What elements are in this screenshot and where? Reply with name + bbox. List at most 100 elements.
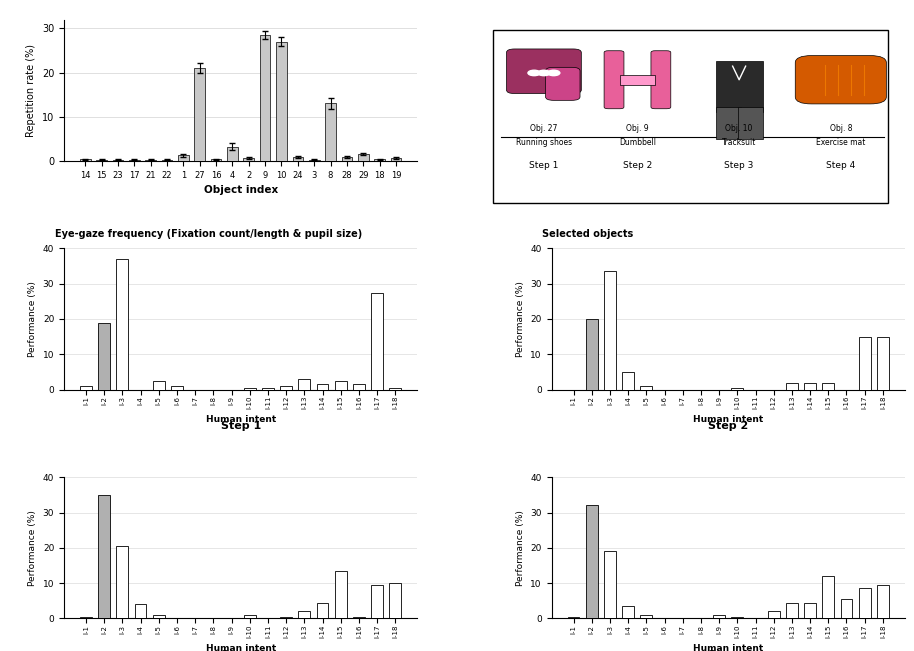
Bar <box>243 158 254 161</box>
Text: Obj. 8: Obj. 8 <box>830 124 852 133</box>
Text: Obj. 9: Obj. 9 <box>626 124 649 133</box>
Bar <box>568 616 579 618</box>
Bar <box>390 158 401 161</box>
FancyBboxPatch shape <box>506 49 581 94</box>
Bar <box>713 615 725 618</box>
Text: Step 3: Step 3 <box>220 650 260 651</box>
Y-axis label: Performance (%): Performance (%) <box>515 510 525 586</box>
Bar <box>335 571 346 618</box>
Bar <box>620 75 655 85</box>
Bar <box>804 603 816 618</box>
Bar <box>80 616 92 618</box>
Bar <box>195 68 205 161</box>
Bar <box>116 546 128 618</box>
Text: Step 4: Step 4 <box>826 161 856 170</box>
Bar <box>641 615 653 618</box>
X-axis label: Human intent: Human intent <box>693 415 763 424</box>
Bar <box>129 160 140 161</box>
Bar <box>162 160 173 161</box>
Bar <box>358 154 368 161</box>
Bar <box>298 611 310 618</box>
Text: Obj. 27: Obj. 27 <box>530 124 558 133</box>
Bar <box>262 388 274 389</box>
X-axis label: Human intent: Human intent <box>206 644 276 651</box>
Bar <box>211 159 221 161</box>
Bar <box>342 158 352 161</box>
Bar <box>116 259 128 389</box>
Bar <box>804 383 816 389</box>
Bar <box>260 35 271 161</box>
Text: Step 3: Step 3 <box>725 161 754 170</box>
FancyBboxPatch shape <box>716 107 740 139</box>
X-axis label: Object index: Object index <box>204 185 278 195</box>
Bar <box>112 160 123 161</box>
Bar <box>96 160 107 161</box>
Bar <box>244 388 256 389</box>
Bar <box>622 372 634 389</box>
Bar <box>586 505 598 618</box>
Bar <box>877 585 888 618</box>
Text: Tracksuit: Tracksuit <box>722 138 756 147</box>
Bar <box>731 616 743 618</box>
Bar <box>768 611 780 618</box>
Text: Dumbbell: Dumbbell <box>619 138 656 147</box>
FancyBboxPatch shape <box>546 67 580 100</box>
Bar <box>292 158 303 161</box>
Bar <box>371 292 383 389</box>
Bar <box>228 146 238 161</box>
Bar <box>641 386 653 389</box>
Text: Step 1: Step 1 <box>529 161 558 170</box>
Circle shape <box>528 70 540 76</box>
FancyBboxPatch shape <box>738 107 762 139</box>
Bar <box>604 271 616 389</box>
Y-axis label: Performance (%): Performance (%) <box>28 281 37 357</box>
Text: Exercise mat: Exercise mat <box>816 138 866 147</box>
Bar <box>841 599 853 618</box>
Circle shape <box>537 70 550 76</box>
Bar <box>786 383 798 389</box>
Text: Eye-gaze frequency (Fixation count/length & pupil size): Eye-gaze frequency (Fixation count/lengt… <box>55 229 362 239</box>
Bar <box>276 42 287 161</box>
X-axis label: Human intent: Human intent <box>693 644 763 651</box>
Bar <box>823 576 834 618</box>
Bar <box>171 386 183 389</box>
Bar <box>389 583 401 618</box>
Bar <box>98 495 110 618</box>
Bar <box>823 383 834 389</box>
Circle shape <box>547 70 560 76</box>
Bar <box>178 156 188 161</box>
Text: Selected objects: Selected objects <box>542 229 633 239</box>
Bar <box>731 388 743 389</box>
FancyBboxPatch shape <box>716 61 762 112</box>
Bar <box>153 615 165 618</box>
Bar <box>80 386 92 389</box>
FancyBboxPatch shape <box>604 51 624 109</box>
Text: Step 4: Step 4 <box>708 650 749 651</box>
FancyBboxPatch shape <box>795 55 887 104</box>
Bar <box>371 585 383 618</box>
Bar <box>353 384 365 389</box>
Text: Step 2: Step 2 <box>622 161 652 170</box>
X-axis label: Human intent: Human intent <box>206 415 276 424</box>
Bar <box>335 381 346 389</box>
Bar <box>309 160 320 161</box>
Bar <box>98 322 110 389</box>
Bar <box>374 159 385 161</box>
Y-axis label: Performance (%): Performance (%) <box>515 281 525 357</box>
Bar <box>281 386 292 389</box>
Bar <box>786 603 798 618</box>
Text: Step 1: Step 1 <box>220 421 260 431</box>
Bar <box>145 160 156 161</box>
Bar <box>153 381 165 389</box>
Bar <box>604 551 616 618</box>
Bar <box>316 384 328 389</box>
Y-axis label: Repetition rate (%): Repetition rate (%) <box>27 44 37 137</box>
Bar <box>389 388 401 389</box>
Text: Obj. 10: Obj. 10 <box>726 124 753 133</box>
Bar <box>586 319 598 389</box>
Bar <box>859 337 871 389</box>
Bar <box>134 604 146 618</box>
Bar <box>622 606 634 618</box>
Bar <box>244 615 256 618</box>
Bar <box>325 104 335 161</box>
